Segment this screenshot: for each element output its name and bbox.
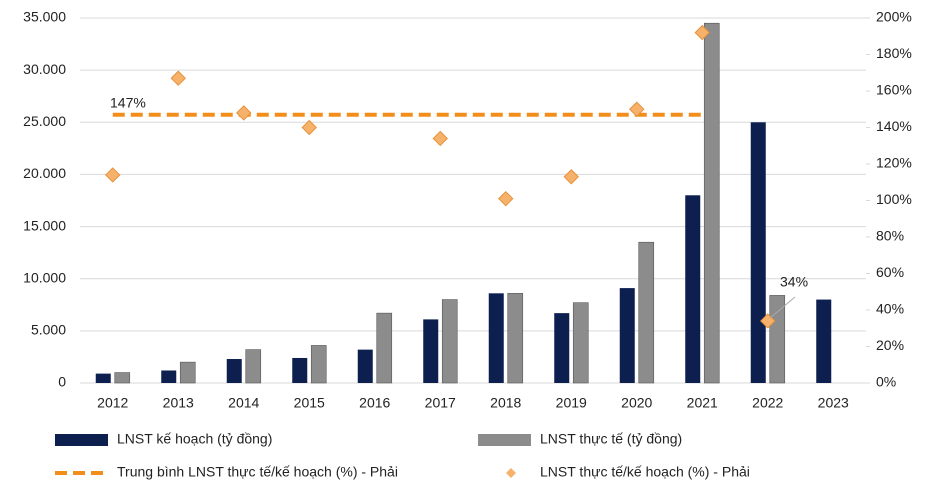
ratio-point [432,130,448,147]
bar [114,372,131,384]
annotation: 147% [110,95,146,111]
ratio-point [301,119,317,136]
legend-swatch [55,434,108,446]
bar [750,122,766,384]
x-tick-label: 2016 [359,395,390,411]
bar [619,288,635,383]
y2-tick-label: 140% [876,118,912,134]
annotation-leader [769,296,796,319]
bar [292,357,308,383]
bar [554,313,570,383]
bar [310,345,327,384]
bar [179,361,196,384]
y-tick-label: 35.000 [23,9,66,25]
y-tick-label: 30.000 [23,61,66,77]
bar [441,299,458,384]
y2-tick-label: 0% [876,374,896,390]
annotation: 34% [780,274,808,290]
x-tick-label: 2013 [163,395,194,411]
x-tick-label: 2017 [425,395,456,411]
bar [703,22,720,384]
legend-label: LNST kế hoạch (tỷ đồng) [117,431,272,447]
ratio-point [170,70,186,86]
y2-tick-label: 180% [876,45,912,61]
legend-swatch [506,468,516,478]
y2-tick-label: 160% [876,82,912,98]
legend-label: LNST thực tế (tỷ đồng) [540,431,682,447]
ratio-point [694,24,710,41]
x-tick-label: 2020 [621,395,652,411]
bar [638,241,655,384]
legend-label: Trung bình LNST thực tế/kế hoạch (%) - P… [117,464,398,480]
y-tick-label: 25.000 [23,113,66,129]
ratio-point [105,167,121,183]
bar [161,370,177,383]
y2-tick-label: 60% [876,264,904,280]
bar [95,373,111,383]
bar [816,299,832,383]
bar [423,319,439,383]
y2-tick-label: 20% [876,337,904,353]
bar [376,312,393,384]
bar [769,295,786,384]
bar [507,293,524,384]
x-tick-label: 2019 [556,395,587,411]
x-tick-label: 2014 [228,395,259,411]
x-tick-label: 2023 [818,395,849,411]
bar [245,349,262,384]
bar [572,302,589,384]
y-tick-label: 15.000 [23,217,66,233]
y-tick-label: 20.000 [23,165,66,181]
y2-tick-label: 40% [876,301,904,317]
y-tick-label: 5.000 [31,322,66,338]
bar [488,293,504,383]
y-tick-label: 0 [58,374,66,390]
y-tick-label: 10.000 [23,269,66,285]
ratio-point [236,105,252,121]
bar [357,349,373,383]
legend-label: LNST thực tế/kế hoạch (%) - Phải [540,464,750,480]
bar [226,359,242,383]
y2-tick-label: 80% [876,228,904,244]
ratio-point [629,101,645,117]
x-tick-label: 2021 [687,395,718,411]
x-tick-label: 2012 [97,395,128,411]
y2-tick-label: 100% [876,191,912,207]
y2-tick-label: 200% [876,9,912,25]
x-tick-label: 2015 [294,395,325,411]
x-tick-label: 2022 [752,395,783,411]
bar [685,195,701,383]
x-tick-label: 2018 [490,395,521,411]
ratio-point [563,169,579,185]
legend-swatch [478,434,531,446]
y2-tick-label: 120% [876,155,912,171]
ratio-point [498,190,514,207]
